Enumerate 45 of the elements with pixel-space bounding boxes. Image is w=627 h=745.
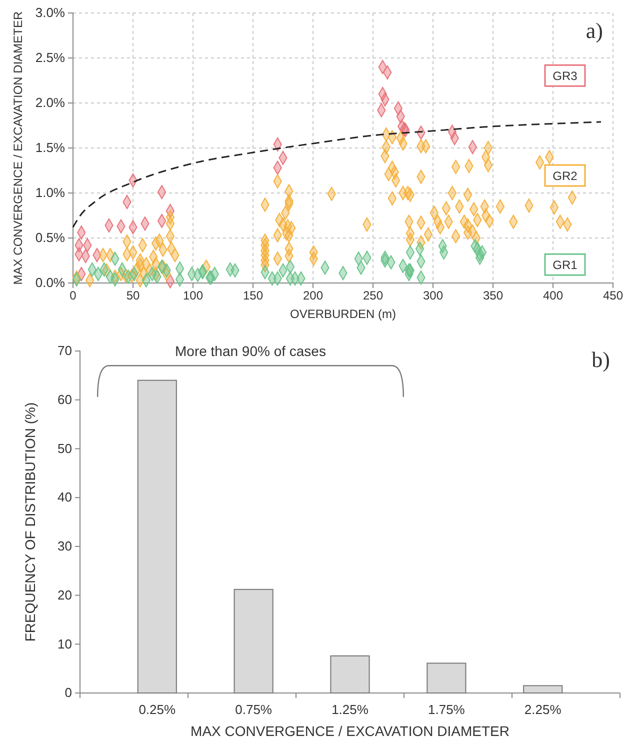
y-tick-label: 70 [58, 343, 72, 358]
x-tick-label: 300 [422, 288, 444, 303]
x-axis-title: MAX CONVERGENCE / EXCAVATION DIAMETER [190, 723, 510, 739]
x-axis-title: OVERBURDEN (m) [290, 307, 396, 321]
y-tick-label: 0.5% [35, 230, 66, 246]
y-tick-label: 1.5% [35, 140, 66, 156]
x-tick-label: 0.25% [138, 702, 176, 718]
x-tick-label: 350 [482, 288, 504, 303]
y-tick-label: 30 [58, 538, 72, 554]
annotation: b) [592, 347, 610, 372]
y-axis-title: FREQUENCY OF DISTRIBUTION (%) [22, 402, 38, 642]
y-tick-label: 10 [58, 636, 72, 652]
bar [137, 380, 177, 694]
bar [234, 588, 274, 694]
bar [426, 662, 466, 694]
x-tick-label: 250 [362, 288, 384, 303]
y-tick-label: 1.0% [35, 185, 66, 200]
y-tick-label: 50 [58, 440, 72, 456]
x-tick-label: 400 [542, 288, 564, 303]
y-tick-label: 60 [58, 392, 72, 408]
x-tick-label: 0.75% [235, 702, 272, 718]
annotation: More than 90% of cases [175, 343, 326, 359]
y-tick-label: 40 [58, 490, 72, 505]
bar [330, 655, 370, 694]
y-tick-label: 20 [58, 587, 72, 602]
x-tick-label: 100 [182, 288, 204, 303]
x-tick-label: 1.25% [332, 702, 369, 718]
y-tick-label: 2.0% [35, 95, 66, 110]
series-label: GR2 [552, 169, 578, 183]
y-tick-label: 3.0% [35, 5, 66, 20]
bar [523, 685, 563, 694]
x-tick-label: 150 [242, 288, 264, 303]
annotation: a) [586, 18, 603, 43]
x-tick-label: 450 [602, 288, 624, 303]
text: GR1 [552, 258, 578, 272]
x-tick-label: 1.75% [428, 702, 466, 718]
y-axis-title: MAX CONVERGENCE / EXCAVATION DIAMETER [11, 10, 25, 285]
y-tick-label: 0 [64, 685, 72, 700]
y-tick-label: 2.5% [35, 50, 66, 66]
x-tick-label: 2.25% [524, 702, 562, 718]
line-series [72, 121, 602, 228]
y-tick-label: 0.0% [35, 275, 66, 290]
x-tick-label: 200 [302, 288, 324, 303]
text: GR3 [552, 69, 578, 84]
x-tick-label: 50 [126, 288, 140, 303]
